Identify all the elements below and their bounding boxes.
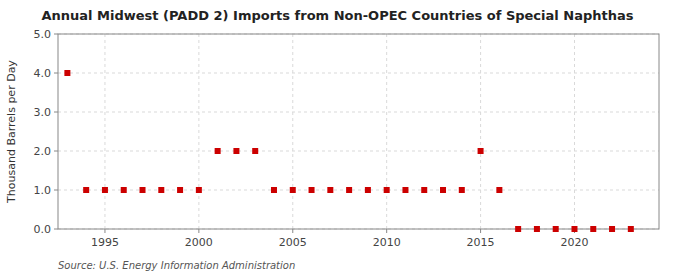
point [421, 187, 427, 193]
point [252, 148, 258, 154]
point [628, 226, 634, 232]
plot-frame [58, 34, 659, 229]
point [496, 187, 502, 193]
tick-y [54, 73, 58, 74]
tick-label-x: 2010 [373, 236, 401, 249]
point [459, 187, 465, 193]
point [121, 187, 127, 193]
tick-x [292, 229, 293, 233]
grid-line-y [58, 73, 659, 74]
tick-label-y: 4.0 [34, 67, 52, 80]
grid-line-y [58, 112, 659, 113]
grid-line-x [574, 34, 575, 229]
point [478, 148, 484, 154]
point [553, 226, 559, 232]
tick-x [480, 229, 481, 233]
tick-x [386, 229, 387, 233]
tick-label-y: 0.0 [34, 223, 52, 236]
grid-line-x [198, 34, 199, 229]
point [102, 187, 108, 193]
point [215, 148, 221, 154]
grid-line-x [480, 34, 481, 229]
grid-line-y [58, 151, 659, 152]
point [440, 187, 446, 193]
point [534, 226, 540, 232]
grid-line-x [104, 34, 105, 229]
point [346, 187, 352, 193]
tick-y [54, 151, 58, 152]
point [384, 187, 390, 193]
point [515, 226, 521, 232]
point [290, 187, 296, 193]
point [233, 148, 239, 154]
point [590, 226, 596, 232]
tick-label-y: 5.0 [34, 28, 52, 41]
point [402, 187, 408, 193]
point [64, 70, 70, 76]
tick-x [104, 229, 105, 233]
tick-label-y: 3.0 [34, 106, 52, 119]
tick-label-x: 2000 [185, 236, 213, 249]
point [327, 187, 333, 193]
grid-line-x [386, 34, 387, 229]
title: Annual Midwest (PADD 2) Imports from Non… [42, 8, 634, 23]
tick-label-x: 2020 [560, 236, 588, 249]
point [609, 226, 615, 232]
source-note: Source: U.S. Energy Information Administ… [58, 260, 295, 271]
point [83, 187, 89, 193]
point [571, 226, 577, 232]
point [309, 187, 315, 193]
point [365, 187, 371, 193]
tick-y [54, 190, 58, 191]
tick-y [54, 229, 58, 230]
points [64, 70, 633, 232]
grid-line-x [292, 34, 293, 229]
y-axis-label: Thousand Barrels per Day [5, 60, 18, 204]
grid-line-y [58, 190, 659, 191]
point [140, 187, 146, 193]
point [158, 187, 164, 193]
point [196, 187, 202, 193]
tick-label-x: 1995 [91, 236, 119, 249]
tick-label-x: 2005 [279, 236, 307, 249]
tick-label-y: 1.0 [34, 184, 52, 197]
chart: Annual Midwest (PADD 2) Imports from Non… [0, 0, 675, 275]
tick-x [198, 229, 199, 233]
tick-y [54, 34, 58, 35]
tick-y [54, 112, 58, 113]
tick-label-y: 2.0 [34, 145, 52, 158]
tick-label-x: 2015 [467, 236, 495, 249]
grid [58, 34, 659, 229]
point [177, 187, 183, 193]
point [271, 187, 277, 193]
